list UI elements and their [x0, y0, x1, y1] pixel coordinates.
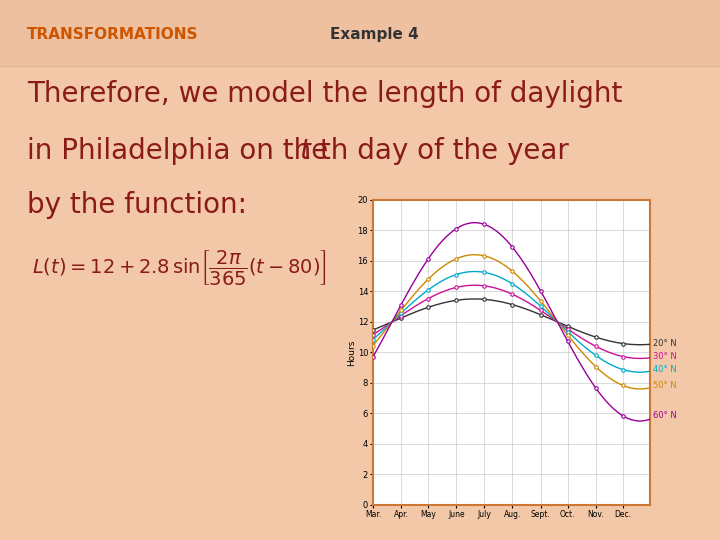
Text: th day of the year: th day of the year	[311, 137, 569, 165]
Text: 50° N: 50° N	[653, 381, 677, 390]
Text: TRANSFORMATIONS: TRANSFORMATIONS	[27, 26, 199, 42]
Text: 20° N: 20° N	[653, 339, 677, 348]
Text: Therefore, we model the length of daylight: Therefore, we model the length of daylig…	[27, 80, 623, 109]
Text: 60° N: 60° N	[653, 411, 677, 420]
Text: in Philadelphia on the: in Philadelphia on the	[27, 137, 338, 165]
Text: 40° N: 40° N	[653, 365, 677, 374]
Text: Example 4: Example 4	[330, 26, 419, 42]
Text: t: t	[299, 137, 310, 165]
Text: by the function:: by the function:	[27, 191, 248, 219]
Text: $L(t) = 12 + 2.8\,\sin\!\left[\dfrac{2\pi}{365}(t-80)\right]$: $L(t) = 12 + 2.8\,\sin\!\left[\dfrac{2\p…	[32, 248, 328, 287]
Y-axis label: Hours: Hours	[347, 339, 356, 366]
Bar	[0, 0, 720, 66]
Text: 30° N: 30° N	[653, 352, 677, 361]
